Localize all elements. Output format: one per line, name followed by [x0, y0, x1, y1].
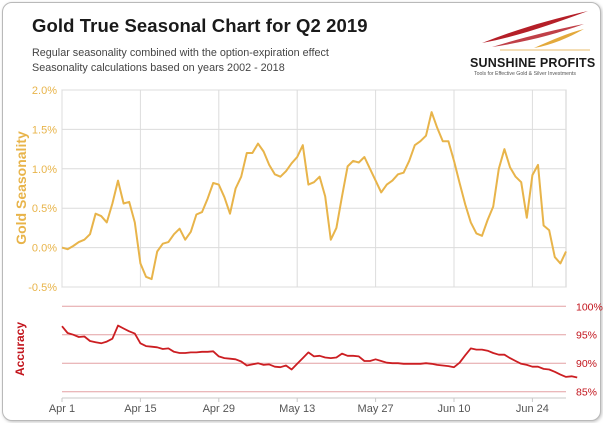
seasonality-y-tick-label: -0.5%: [28, 282, 57, 294]
x-axis-tick-label: Apr 1: [49, 403, 75, 415]
x-axis-tick-label: Jun 24: [516, 403, 549, 415]
x-axis-tick-label: Jun 10: [437, 403, 470, 415]
accuracy-y-axis: 100% 95% 90% 85%: [576, 301, 603, 398]
sunshine-profits-logo-icon: [482, 11, 590, 51]
seasonality-y-axis: 2.0% 1.5% 1.0% 0.5% 0.0% -0.5%: [28, 85, 57, 294]
chart-subtitle-2: Seasonality calculations based on years …: [32, 62, 285, 74]
accuracy-y-tick-label: 85%: [576, 387, 597, 399]
x-axis: Apr 1 Apr 15 Apr 29 May 13 May 27 Jun 10 Jun 2…: [49, 397, 566, 415]
sunshine-profits-logo-text: SUNSHINE PROFITS: [470, 56, 596, 70]
x-axis-tick-label: May 13: [279, 403, 315, 415]
seasonality-plot-area: [61, 89, 567, 288]
x-axis-tick-label: Apr 15: [124, 403, 156, 415]
x-axis-tick-label: May 27: [358, 403, 394, 415]
seasonality-y-axis-label: Gold Seasonality: [13, 131, 29, 245]
seasonality-y-tick-label: 0.5%: [32, 203, 57, 215]
seasonality-series-line: [61, 111, 567, 281]
seasonality-gridlines: [61, 89, 566, 288]
x-axis-tick-label: Apr 29: [203, 403, 235, 415]
chart-title: Gold True Seasonal Chart for Q2 2019: [32, 15, 368, 36]
accuracy-y-axis-label: Accuracy: [13, 322, 27, 376]
accuracy-y-tick-label: 95%: [576, 330, 597, 342]
sunshine-profits-tagline: Tools for Effective Gold & Silver Invest…: [474, 71, 576, 77]
chart-subtitle-1: Regular seasonality combined with the op…: [32, 47, 329, 59]
accuracy-y-tick-label: 100%: [576, 301, 603, 313]
seasonality-y-tick-label: 1.0%: [32, 164, 57, 176]
seasonality-y-tick-label: 0.0%: [32, 243, 57, 255]
accuracy-series-line: [61, 324, 578, 379]
seasonality-y-tick-label: 2.0%: [32, 85, 57, 97]
accuracy-y-tick-label: 90%: [576, 358, 597, 370]
seasonality-y-tick-label: 1.5%: [32, 124, 57, 136]
accuracy-gridlines: [62, 305, 566, 393]
